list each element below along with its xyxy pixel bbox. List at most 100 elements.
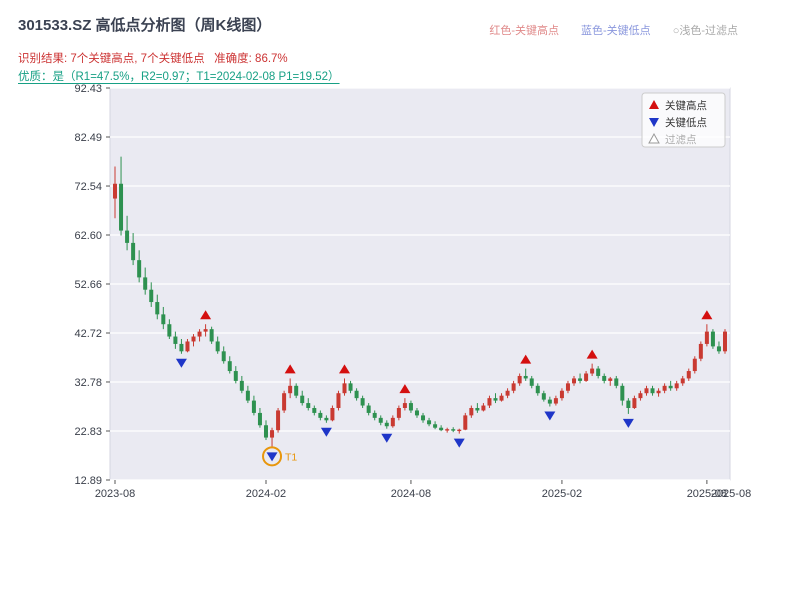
candle-up [638, 393, 643, 399]
key-high-marker [586, 349, 598, 359]
candle-up [632, 398, 637, 408]
candle-down [149, 289, 154, 303]
candle-up [723, 331, 727, 352]
candle-up [662, 385, 667, 391]
candle-up [686, 371, 691, 379]
key-high-marker [701, 310, 713, 320]
y-tick-label: 42.72 [74, 328, 102, 340]
candle-down [493, 398, 498, 401]
candle-down [668, 385, 673, 389]
candle-down [626, 400, 631, 408]
candle-up [499, 395, 504, 401]
key-high-marker [520, 354, 532, 364]
candle-up [644, 388, 649, 394]
candle-up [402, 403, 407, 408]
candle-down [167, 324, 172, 337]
candle-up [270, 430, 275, 438]
candle-down [294, 385, 299, 396]
candle-down [306, 403, 311, 408]
candle-down [535, 385, 540, 394]
candle-down [161, 314, 166, 325]
top-legend: 红色-关键高点 蓝色-关键低点 ○浅色-过滤点 [489, 22, 738, 38]
candle-up [330, 407, 335, 421]
candle-up [553, 398, 558, 404]
legend-triangle-up-icon [649, 100, 659, 109]
candle-up [203, 329, 208, 332]
candle-down [251, 400, 256, 413]
legend-filtered-label: ○浅色-过滤点 [672, 25, 738, 37]
candle-down [131, 242, 136, 261]
x-tick-label: 2024-02 [246, 488, 286, 500]
legend-item-label: 过滤点 [665, 133, 697, 146]
candle-up [590, 368, 595, 374]
legend-item-label: 关键高点 [665, 99, 707, 112]
candle-up [608, 378, 613, 381]
candle-up [288, 385, 293, 394]
key-high-marker [399, 384, 411, 394]
candle-up [698, 343, 703, 359]
candle-up [704, 331, 709, 344]
legend-key-low-label: 蓝色-关键低点 [581, 25, 651, 37]
candle-down [578, 378, 583, 381]
x-tick-label: 2025-08 [687, 488, 727, 500]
candle-down [137, 260, 142, 278]
x-tick-label: 2025-02 [542, 488, 582, 500]
t1-label: T1 [285, 451, 297, 463]
candle-up [692, 358, 697, 372]
candle-down [620, 385, 625, 401]
candle-up [565, 383, 570, 391]
key-low-marker [266, 452, 278, 462]
key-low-marker [453, 438, 465, 448]
candle-up [457, 429, 462, 432]
candle-down [348, 383, 353, 391]
candle-down [263, 425, 268, 438]
y-tick-label: 92.43 [74, 83, 102, 95]
candle-down [239, 380, 244, 391]
y-tick-label: 62.60 [74, 230, 102, 242]
y-tick-label: 82.49 [74, 132, 102, 144]
candle-down [523, 375, 528, 379]
candle-up [342, 383, 347, 394]
y-tick-label: 72.54 [74, 181, 102, 193]
candle-down [433, 424, 438, 428]
candle-down [119, 183, 124, 231]
key-low-marker [320, 427, 332, 437]
candle-down [439, 427, 444, 431]
candle-down [227, 361, 232, 372]
legend-triangle-down-icon [649, 118, 659, 127]
quality-summary-text: 优质：是（R1=47.5%，R2=0.97；T1=2024-02-08 P1=1… [18, 71, 340, 83]
x-tick-label: 2024-08 [391, 488, 431, 500]
page-title: 301533.SZ 高低点分析图（周K线图） [18, 17, 272, 34]
candle-down [596, 368, 601, 376]
candle-down [360, 398, 365, 406]
candle-down [421, 415, 426, 421]
candle-up [336, 393, 341, 408]
candle-down [602, 375, 607, 381]
candle-down [209, 329, 214, 342]
key-high-marker [200, 310, 212, 320]
candle-up [469, 407, 474, 416]
candle-down [547, 399, 552, 404]
candle-down [233, 371, 238, 381]
candle-down [541, 393, 546, 400]
candle-down [529, 378, 534, 386]
candle-up [185, 341, 190, 352]
candle-down [324, 417, 329, 421]
candle-down [215, 341, 220, 352]
x-tick-label: 2023-08 [95, 488, 135, 500]
legend-triangle-hollow-icon [648, 132, 660, 144]
candle-down [372, 412, 377, 418]
candle-up [481, 405, 486, 411]
candle-up [463, 415, 468, 430]
candle-down [451, 429, 456, 431]
candle-up [674, 383, 679, 389]
candle-up [517, 375, 522, 384]
candle-up [680, 378, 685, 384]
legend-item-label: 关键低点 [665, 116, 707, 129]
candle-up [396, 407, 401, 418]
candle-down [300, 395, 305, 404]
plot-legend-box [641, 92, 726, 148]
key-high-marker [284, 364, 296, 374]
candle-down [155, 302, 160, 315]
